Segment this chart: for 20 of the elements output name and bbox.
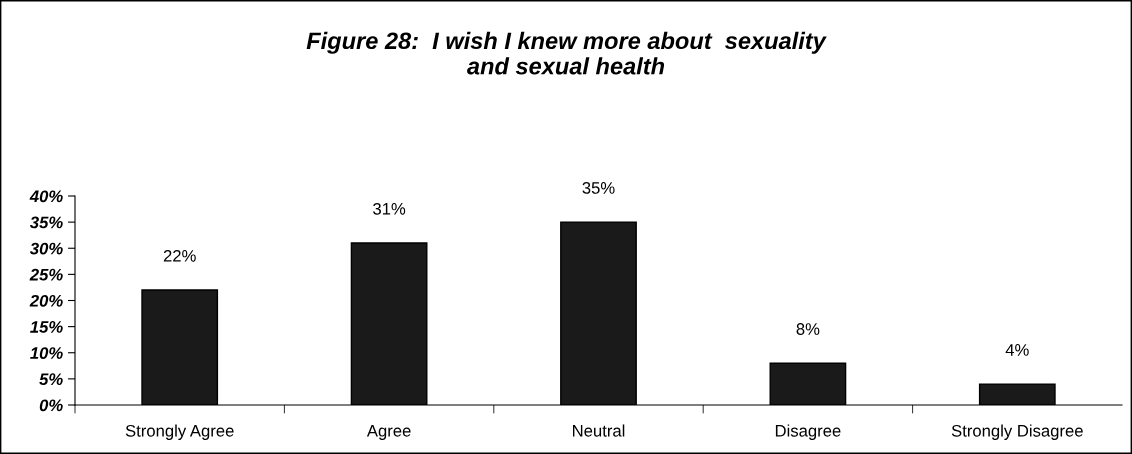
x-tick-label: Disagree bbox=[775, 424, 841, 440]
x-tick-label: Agree bbox=[366, 425, 411, 440]
y-tick-label: 35% bbox=[29, 216, 63, 229]
y-tick-label: 25% bbox=[29, 268, 63, 281]
y-tick-label: 40% bbox=[29, 190, 63, 203]
x-tick-label: Strongly Agree bbox=[125, 424, 234, 440]
x-tick-label: Strongly Disagree bbox=[951, 424, 1083, 440]
x-tick-label: Neutral bbox=[573, 424, 625, 437]
data-label: 4% bbox=[1005, 344, 1029, 356]
y-tick-label: 0% bbox=[39, 399, 63, 412]
data-label: 31% bbox=[373, 202, 406, 215]
data-label: 22% bbox=[163, 249, 196, 262]
y-tick-label: 30% bbox=[29, 242, 63, 255]
data-label: 35% bbox=[582, 182, 615, 194]
chart-title: Figure 28: I wish I knew more about sexuality and sexual health bbox=[306, 31, 827, 75]
y-tick-label: 10% bbox=[30, 347, 63, 359]
y-tick-label: 5% bbox=[39, 373, 63, 386]
y-tick-label: 20% bbox=[29, 294, 63, 307]
y-tick-label: 15% bbox=[30, 321, 63, 333]
data-label: 8% bbox=[796, 323, 820, 335]
